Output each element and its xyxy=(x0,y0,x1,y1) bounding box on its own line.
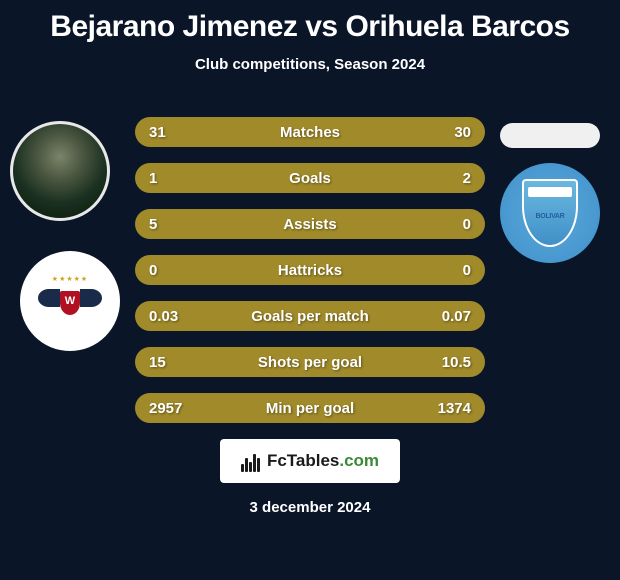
stat-label: Assists xyxy=(283,216,336,233)
stat-label: Hattricks xyxy=(278,262,342,279)
stat-right-value: 0 xyxy=(463,216,471,233)
stat-right-value: 10.5 xyxy=(442,354,471,371)
stat-label: Goals xyxy=(289,170,331,187)
stat-right-value: 2 xyxy=(463,170,471,187)
player-left-avatar xyxy=(10,121,110,221)
stat-left-value: 1 xyxy=(149,170,157,187)
stat-left-value: 5 xyxy=(149,216,157,233)
stat-left-value: 15 xyxy=(149,354,166,371)
chart-icon xyxy=(241,450,263,472)
comparison-content: ★★★★★ W BOLIVAR 31 Matches 30 1 Goals 2 … xyxy=(0,103,620,423)
footer-brand-name: FcTables xyxy=(267,451,339,470)
player-right-avatar xyxy=(500,123,600,148)
stat-label: Min per goal xyxy=(266,400,354,417)
stat-row: 31 Matches 30 xyxy=(135,117,485,147)
stat-right-value: 0 xyxy=(463,262,471,279)
bolivar-badge-icon: BOLIVAR xyxy=(522,179,578,247)
stat-row: 1 Goals 2 xyxy=(135,163,485,193)
date-text: 3 december 2024 xyxy=(0,499,620,516)
stat-row: 0.03 Goals per match 0.07 xyxy=(135,301,485,331)
stat-label: Matches xyxy=(280,124,340,141)
stat-rows: 31 Matches 30 1 Goals 2 5 Assists 0 0 Ha… xyxy=(135,103,485,423)
stat-left-value: 0 xyxy=(149,262,157,279)
club-badge-left: ★★★★★ W xyxy=(20,251,120,351)
page-title: Bejarano Jimenez vs Orihuela Barcos xyxy=(0,0,620,44)
stat-left-value: 2957 xyxy=(149,400,182,417)
stat-row: 2957 Min per goal 1374 xyxy=(135,393,485,423)
footer-brand-suffix: .com xyxy=(339,451,379,470)
stat-right-value: 0.07 xyxy=(442,308,471,325)
stat-label: Shots per goal xyxy=(258,354,362,371)
subtitle: Club competitions, Season 2024 xyxy=(0,56,620,73)
stat-left-value: 31 xyxy=(149,124,166,141)
footer-logo[interactable]: FcTables.com xyxy=(220,439,400,483)
wilstermann-badge-icon: ★★★★★ W xyxy=(40,281,100,321)
stat-right-value: 1374 xyxy=(438,400,471,417)
club-badge-right: BOLIVAR xyxy=(500,163,600,263)
stat-row: 0 Hattricks 0 xyxy=(135,255,485,285)
stat-row: 5 Assists 0 xyxy=(135,209,485,239)
stat-right-value: 30 xyxy=(454,124,471,141)
stat-label: Goals per match xyxy=(251,308,369,325)
footer-brand-text: FcTables.com xyxy=(267,451,379,471)
stat-left-value: 0.03 xyxy=(149,308,178,325)
stat-row: 15 Shots per goal 10.5 xyxy=(135,347,485,377)
